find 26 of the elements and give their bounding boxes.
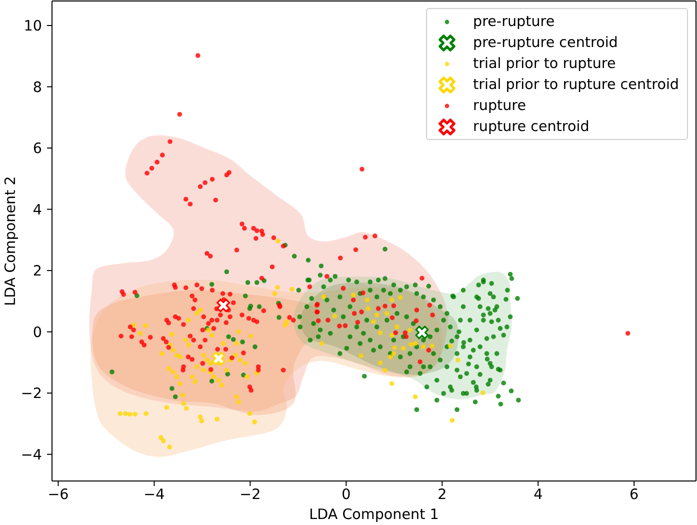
x-tick-label: 6 (630, 487, 639, 504)
y-tick-label: −2 (20, 386, 42, 402)
y-tick-label: 4 (32, 202, 42, 218)
legend-label: trial prior to rupture (473, 56, 616, 72)
y-tick-label: −4 (20, 447, 42, 464)
legend-label: trial prior to rupture centroid (473, 76, 679, 92)
y-tick-label: 2 (32, 264, 42, 280)
x-tick-label: −6 (48, 487, 69, 504)
point (212, 352, 226, 366)
point (216, 298, 230, 312)
x-tick-label: −2 (240, 487, 261, 504)
point (415, 326, 429, 340)
x-axis-title: LDA Component 1 (309, 507, 439, 523)
legend-label: pre-rupture (473, 14, 555, 30)
x-tick-label: 0 (342, 487, 351, 504)
x-tick-label: 4 (534, 487, 543, 504)
y-tick-label: 6 (32, 141, 42, 158)
y-tick-label: 8 (32, 80, 42, 96)
y-axis-title: LDA Component 2 (3, 176, 20, 306)
x-tick-label: 2 (438, 487, 447, 504)
legend-label: pre-rupture centroid (473, 34, 618, 50)
legend-label: rupture (473, 98, 526, 114)
y-tick-label: 10 (24, 18, 42, 35)
y-tick-label: 0 (32, 324, 42, 341)
legend-label: rupture centroid (473, 118, 590, 134)
x-tick-label: −4 (144, 487, 165, 504)
